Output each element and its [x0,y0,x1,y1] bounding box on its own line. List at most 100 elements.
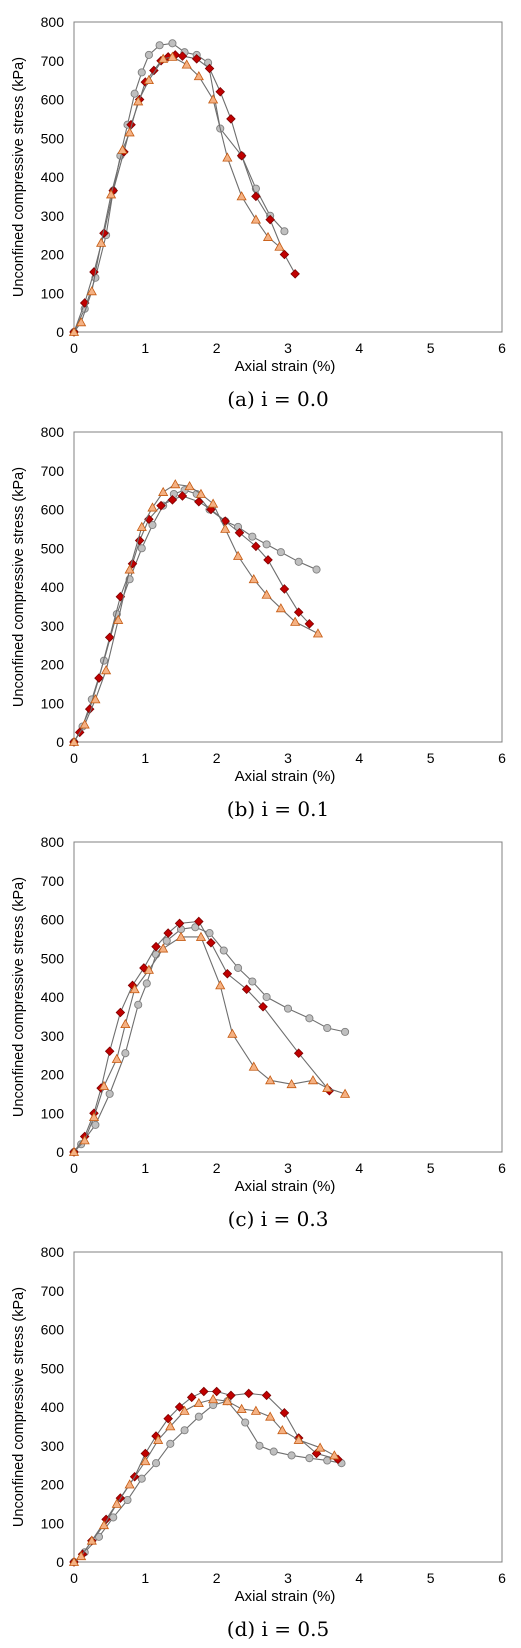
y-tick-label: 300 [41,1028,65,1044]
x-tick-label: 4 [355,750,363,766]
y-tick-label: 100 [41,1515,65,1531]
data-point [219,946,228,955]
data-point [129,984,140,994]
data-point [194,1412,203,1421]
series-line [73,495,310,743]
data-point [275,603,286,613]
data-point [174,1402,185,1412]
data-point [193,1397,204,1408]
data-point [194,496,204,507]
data-point [241,1418,250,1427]
data-series [69,50,300,337]
data-series [68,931,351,1156]
data-point [312,565,321,574]
x-tick-label: 3 [284,1160,292,1176]
data-point [258,1001,268,1012]
y-tick-label: 0 [56,1554,64,1570]
plot-area [73,1251,503,1563]
y-tick-label: 100 [41,695,65,711]
data-point [186,1392,197,1403]
x-tick-label: 4 [355,1160,363,1176]
data-point [227,1028,238,1038]
data-point [322,1082,333,1092]
data-point [261,1390,272,1401]
data-point [158,53,169,63]
data-point [123,1495,132,1505]
series-line [73,54,296,333]
x-tick-label: 1 [141,1160,149,1176]
data-point [276,548,285,557]
series-line [73,920,330,1153]
data-point [170,479,181,489]
x-tick-label: 2 [213,340,221,356]
data-point [329,1450,340,1460]
data-point [151,1459,161,1468]
data-point [226,114,236,124]
x-tick-label: 1 [141,340,149,356]
x-tick-label: 6 [498,1570,506,1586]
x-tick-label: 1 [141,1570,149,1586]
data-point [166,1439,175,1448]
data-point [163,1413,173,1424]
data-point [232,550,244,560]
y-tick-label: 600 [41,92,65,108]
data-series [68,51,285,336]
data-point [265,214,275,225]
y-tick-label: 600 [41,1322,65,1338]
data-point [293,1048,304,1058]
data-point [222,152,233,162]
data-point [195,931,207,941]
data-point [156,500,166,511]
y-tick-label: 100 [41,285,65,301]
y-tick-label: 100 [41,1105,65,1121]
series-line [73,1400,342,1563]
x-axis-label: Axial strain (%) [235,1178,336,1195]
data-point [191,923,200,932]
data-point [269,1447,278,1456]
data-point [261,589,272,599]
data-point [86,286,97,296]
y-tick-label: 400 [41,1399,65,1415]
x-tick-label: 0 [70,340,78,356]
data-point [142,979,151,988]
x-tick-label: 0 [70,750,78,766]
data-point [98,1080,110,1091]
x-tick-label: 5 [427,1570,435,1586]
data-point [199,1386,209,1397]
panel-caption: (b) i = 0.1 [227,797,329,821]
data-point [117,144,128,154]
data-point [99,228,109,238]
data-point [248,532,257,541]
data-point [262,231,274,241]
data-point [68,1556,80,1566]
data-point [148,520,157,530]
data-point [248,977,257,986]
data-point [90,694,101,704]
data-point [124,564,135,574]
data-point [137,544,146,553]
data-point [158,943,169,953]
data-point [109,1513,118,1522]
data-point [130,89,139,98]
data-point [144,50,153,59]
series-line [73,483,319,743]
data-point [255,1441,264,1450]
x-axis-label: Axial strain (%) [235,358,336,375]
y-axis-label: Unconfined compressive stress (kPa) [11,877,27,1117]
data-point [286,1078,297,1089]
x-tick-label: 2 [213,1570,221,1586]
x-tick-label: 4 [355,340,363,356]
data-series [68,1394,340,1566]
data-point [91,1120,100,1129]
data-point [151,941,161,952]
data-point [248,1061,259,1071]
data-point [248,574,259,584]
x-tick-label: 3 [284,340,292,356]
x-tick-label: 3 [284,1570,292,1586]
y-tick-label: 200 [41,247,65,263]
data-point [191,54,202,64]
x-tick-label: 6 [498,1160,506,1176]
data-point [177,491,188,501]
data-point [181,59,192,69]
y-tick-label: 0 [56,324,64,340]
